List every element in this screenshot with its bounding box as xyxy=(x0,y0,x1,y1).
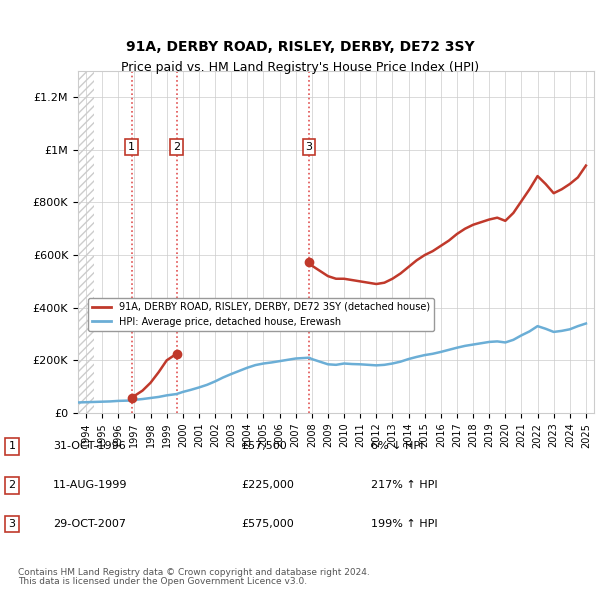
Text: 2: 2 xyxy=(8,480,16,490)
Text: 29-OCT-2007: 29-OCT-2007 xyxy=(53,519,126,529)
Text: Price paid vs. HM Land Registry's House Price Index (HPI): Price paid vs. HM Land Registry's House … xyxy=(121,61,479,74)
Text: 1: 1 xyxy=(8,441,16,451)
Text: 31-OCT-1996: 31-OCT-1996 xyxy=(53,441,126,451)
Bar xyxy=(78,71,94,413)
Text: 1: 1 xyxy=(128,142,135,152)
Text: £225,000: £225,000 xyxy=(241,480,294,490)
Legend: 91A, DERBY ROAD, RISLEY, DERBY, DE72 3SY (detached house), HPI: Average price, d: 91A, DERBY ROAD, RISLEY, DERBY, DE72 3SY… xyxy=(88,298,434,331)
Text: £57,500: £57,500 xyxy=(241,441,287,451)
Text: 3: 3 xyxy=(8,519,16,529)
Text: 217% ↑ HPI: 217% ↑ HPI xyxy=(371,480,437,490)
Text: £575,000: £575,000 xyxy=(241,519,294,529)
Text: This data is licensed under the Open Government Licence v3.0.: This data is licensed under the Open Gov… xyxy=(18,577,307,586)
Bar xyxy=(78,71,94,413)
Text: 3: 3 xyxy=(305,142,313,152)
Text: 91A, DERBY ROAD, RISLEY, DERBY, DE72 3SY: 91A, DERBY ROAD, RISLEY, DERBY, DE72 3SY xyxy=(125,40,475,54)
Text: 11-AUG-1999: 11-AUG-1999 xyxy=(53,480,128,490)
Text: 2: 2 xyxy=(173,142,180,152)
Text: Contains HM Land Registry data © Crown copyright and database right 2024.: Contains HM Land Registry data © Crown c… xyxy=(18,568,370,577)
Text: 6% ↓ HPI: 6% ↓ HPI xyxy=(371,441,423,451)
Text: 199% ↑ HPI: 199% ↑ HPI xyxy=(371,519,437,529)
